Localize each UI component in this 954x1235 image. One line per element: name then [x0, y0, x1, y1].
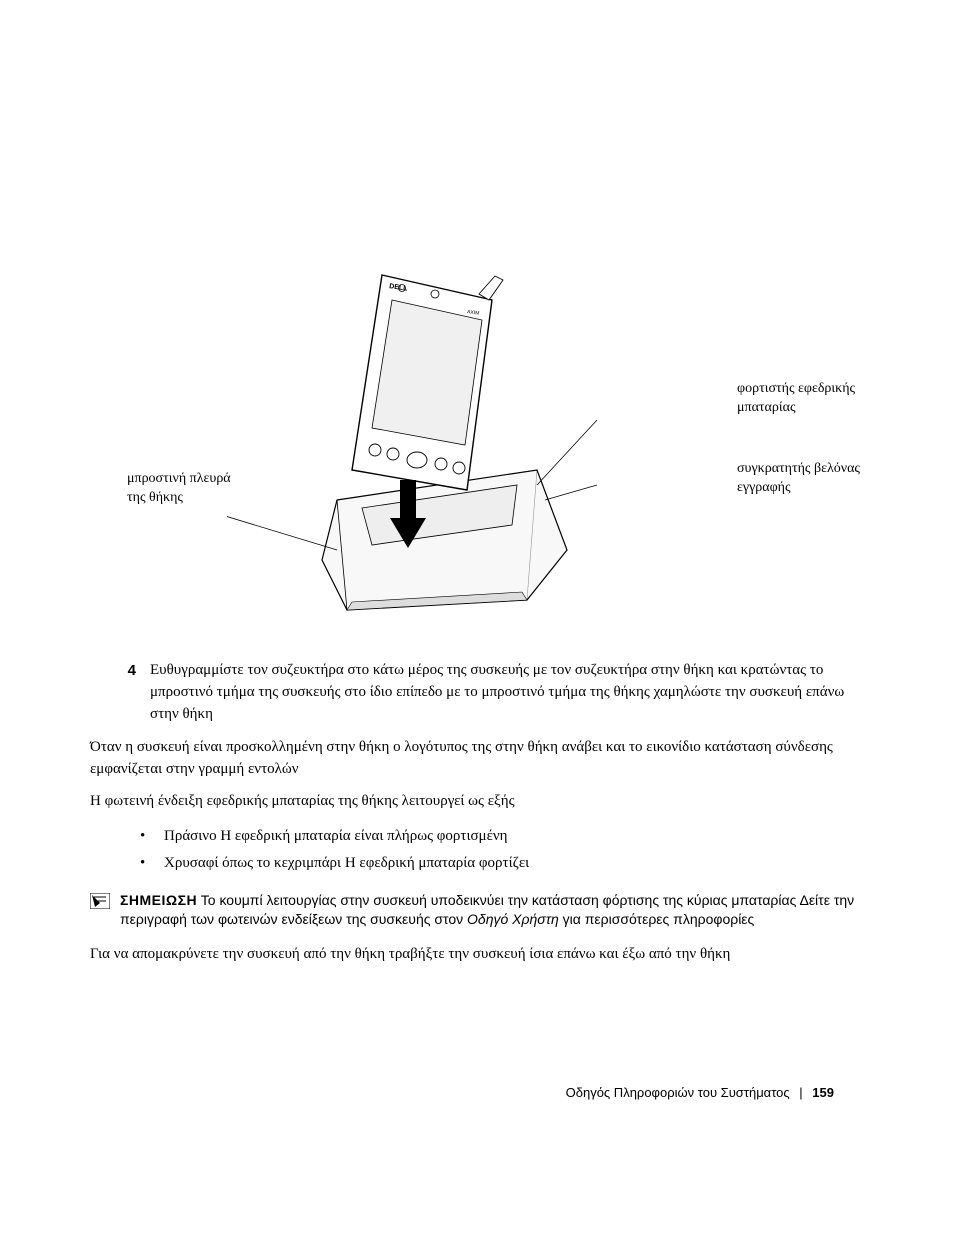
footer-title: Οδηγός Πληροφοριών του Συστήματος: [566, 1085, 790, 1100]
paragraph-connected: Όταν η συσκευή είναι προσκολλημένη στην …: [90, 737, 864, 781]
paragraph-led-intro: Η φωτεινή ένδειξη εφεδρικής μπαταρίας τη…: [90, 791, 864, 813]
note-block: ΣΗΜΕΙΩΣΗ Το κουμπί λειτουργίας στην συσκ…: [90, 891, 864, 930]
paragraph-remove: Για να απομακρύνετε την συσκευή από την …: [90, 944, 864, 966]
note-body-after: για περισσότερες πληροφορίες: [559, 911, 755, 927]
list-item: Πράσινο Η εφεδρική μπαταρία είναι πλήρως…: [140, 823, 864, 850]
cradle-figure: DELL AXIM μπροστινή πλευρά της θήκης φορ…: [227, 270, 727, 620]
note-body-italic: Οδηγό Χρήστη: [467, 911, 559, 927]
note-text: ΣΗΜΕΙΩΣΗ Το κουμπί λειτουργίας στην συσκ…: [120, 891, 864, 930]
note-label: ΣΗΜΕΙΩΣΗ: [120, 892, 197, 908]
page-footer: Οδηγός Πληροφοριών του Συστήματος | 159: [566, 1085, 834, 1100]
callout-front-of-cradle: μπροστινή πλευρά της θήκης: [127, 470, 237, 508]
footer-page-number: 159: [812, 1085, 834, 1100]
callout-spare-battery-charger: φορτιστής εφεδρικής μπαταρίας: [737, 380, 867, 418]
note-icon: [90, 893, 110, 909]
list-item: Χρυσαφί όπως το κεχριμπάρι Η εφεδρική μπ…: [140, 850, 864, 877]
footer-separator: |: [799, 1085, 802, 1100]
cradle-svg: DELL AXIM: [227, 270, 727, 620]
step-4: 4 Ευθυγραμμίστε τον συζευκτήρα στο κάτω …: [122, 660, 864, 725]
callout-stylus-holder: συγκρατητής βελόνας εγγραφής: [737, 460, 867, 498]
step-number: 4: [122, 660, 136, 725]
step-text: Ευθυγραμμίστε τον συζευκτήρα στο κάτω μέ…: [150, 660, 864, 725]
document-page: DELL AXIM μπροστινή πλευρά της θήκης φορ…: [0, 0, 954, 1235]
led-bullet-list: Πράσινο Η εφεδρική μπαταρία είναι πλήρως…: [140, 823, 864, 877]
